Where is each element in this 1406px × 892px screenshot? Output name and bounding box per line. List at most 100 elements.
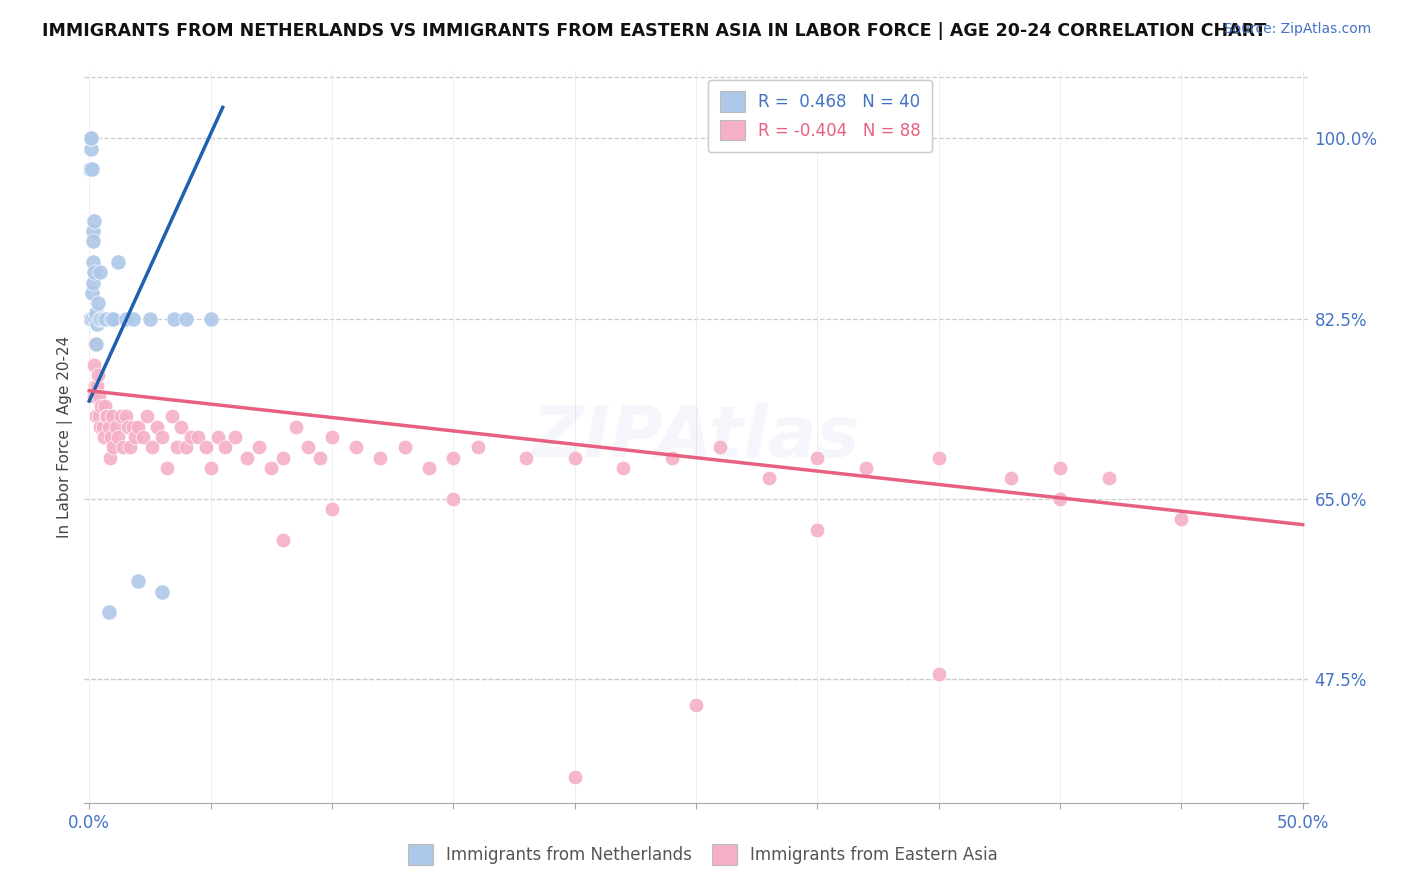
Point [180,430,202,444]
Point [82,162,104,177]
Point [103,441,125,455]
Point [127,574,149,589]
Point [86,368,108,383]
Point [80,131,103,145]
Point [79,162,101,177]
Point [82,311,104,326]
Point [110,409,132,424]
Point [370,450,392,465]
Point [94,399,117,413]
Point [82,311,104,326]
Point [114,311,136,326]
Point [96,409,118,424]
Point [86,378,108,392]
Point [273,533,295,547]
Point [141,441,163,455]
Point [93,430,115,444]
Point [284,419,307,434]
Point [1097,471,1119,485]
Point [122,419,145,434]
Point [82,224,104,238]
Point [928,667,950,681]
Point [83,337,105,351]
Point [806,450,828,465]
Point [1049,491,1071,506]
Point [107,255,129,269]
Point [96,409,118,424]
Point [418,461,440,475]
Point [79,311,101,326]
Point [214,441,236,455]
Point [709,441,731,455]
Point [685,698,707,712]
Point [194,441,217,455]
Point [90,399,112,413]
Point [83,265,105,279]
Point [612,461,634,475]
Point [104,419,127,434]
Point [260,461,283,475]
Point [89,419,111,434]
Point [441,450,464,465]
Point [80,131,103,145]
Point [127,419,149,434]
Point [80,131,103,145]
Point [467,441,489,455]
Point [82,276,104,290]
Point [101,409,124,424]
Point [131,430,153,444]
Point [89,265,111,279]
Point [98,450,121,465]
Text: Source: ZipAtlas.com: Source: ZipAtlas.com [1223,22,1371,37]
Point [661,450,683,465]
Point [187,430,209,444]
Point [1049,461,1071,475]
Point [107,430,129,444]
Point [82,235,104,249]
Point [97,419,120,434]
Point [100,311,122,326]
Point [160,409,183,424]
Point [79,311,101,326]
Point [150,584,173,599]
Point [176,311,198,326]
Point [344,441,367,455]
Point [163,311,186,326]
Point [97,605,120,619]
Point [758,471,780,485]
Point [96,311,118,326]
Point [103,311,125,326]
Point [247,441,270,455]
Point [224,430,246,444]
Y-axis label: In Labor Force | Age 20-24: In Labor Force | Age 20-24 [58,336,73,538]
Point [114,409,136,424]
Point [86,317,108,331]
Point [90,311,112,326]
Point [150,430,173,444]
Point [87,409,110,424]
Point [207,430,229,444]
Point [146,419,169,434]
Point [564,770,586,784]
Point [86,409,108,424]
Point [806,523,828,537]
Point [156,461,179,475]
Point [308,450,330,465]
Text: IMMIGRANTS FROM NETHERLANDS VS IMMIGRANTS FROM EASTERN ASIA IN LABOR FORCE | AGE: IMMIGRANTS FROM NETHERLANDS VS IMMIGRANT… [42,22,1267,40]
Point [117,419,139,434]
Point [79,142,101,156]
Point [855,461,877,475]
Point [84,311,107,326]
Point [236,450,259,465]
Point [82,285,104,300]
Point [79,311,101,326]
Point [100,430,122,444]
Point [136,409,159,424]
Legend: R =  0.468   N = 40, R = -0.404   N = 88: R = 0.468 N = 40, R = -0.404 N = 88 [707,79,932,152]
Point [124,430,146,444]
Point [87,311,110,326]
Point [89,389,111,403]
Point [176,441,198,455]
Point [112,441,135,455]
Point [120,441,142,455]
